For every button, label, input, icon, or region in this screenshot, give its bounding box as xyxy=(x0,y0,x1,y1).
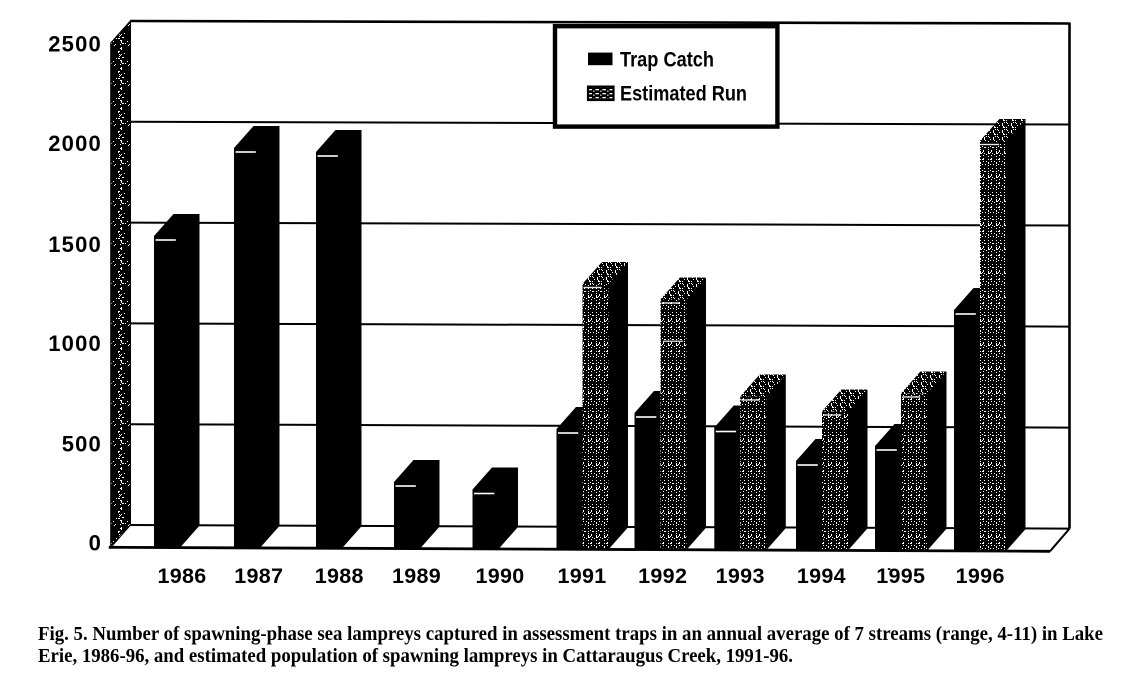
svg-text:1991: 1991 xyxy=(557,564,606,588)
svg-text:1986: 1986 xyxy=(157,564,206,588)
svg-text:1996: 1996 xyxy=(956,564,1005,588)
svg-text:500: 500 xyxy=(62,431,102,456)
svg-text:2000: 2000 xyxy=(48,131,102,156)
svg-text:1993: 1993 xyxy=(716,564,765,588)
svg-text:0: 0 xyxy=(89,531,102,556)
svg-text:1500: 1500 xyxy=(48,232,102,257)
svg-text:1990: 1990 xyxy=(475,564,524,588)
svg-text:Erie, 1986-96, and estimated p: Erie, 1986-96, and estimated population … xyxy=(38,645,793,667)
svg-text:Estimated Run: Estimated Run xyxy=(620,82,747,106)
svg-text:1989: 1989 xyxy=(392,564,441,588)
svg-text:Trap Catch: Trap Catch xyxy=(620,48,714,72)
svg-text:1994: 1994 xyxy=(797,564,846,588)
svg-text:1992: 1992 xyxy=(638,564,687,588)
svg-text:2500: 2500 xyxy=(48,32,102,57)
svg-text:1000: 1000 xyxy=(48,331,102,356)
svg-text:1988: 1988 xyxy=(315,564,364,588)
svg-text:Fig. 5. Number of spawning-ph: Fig. 5. Number of spawning-phase sea lam… xyxy=(38,623,1103,645)
svg-text:1987: 1987 xyxy=(234,564,283,588)
svg-text:1995: 1995 xyxy=(876,564,925,588)
